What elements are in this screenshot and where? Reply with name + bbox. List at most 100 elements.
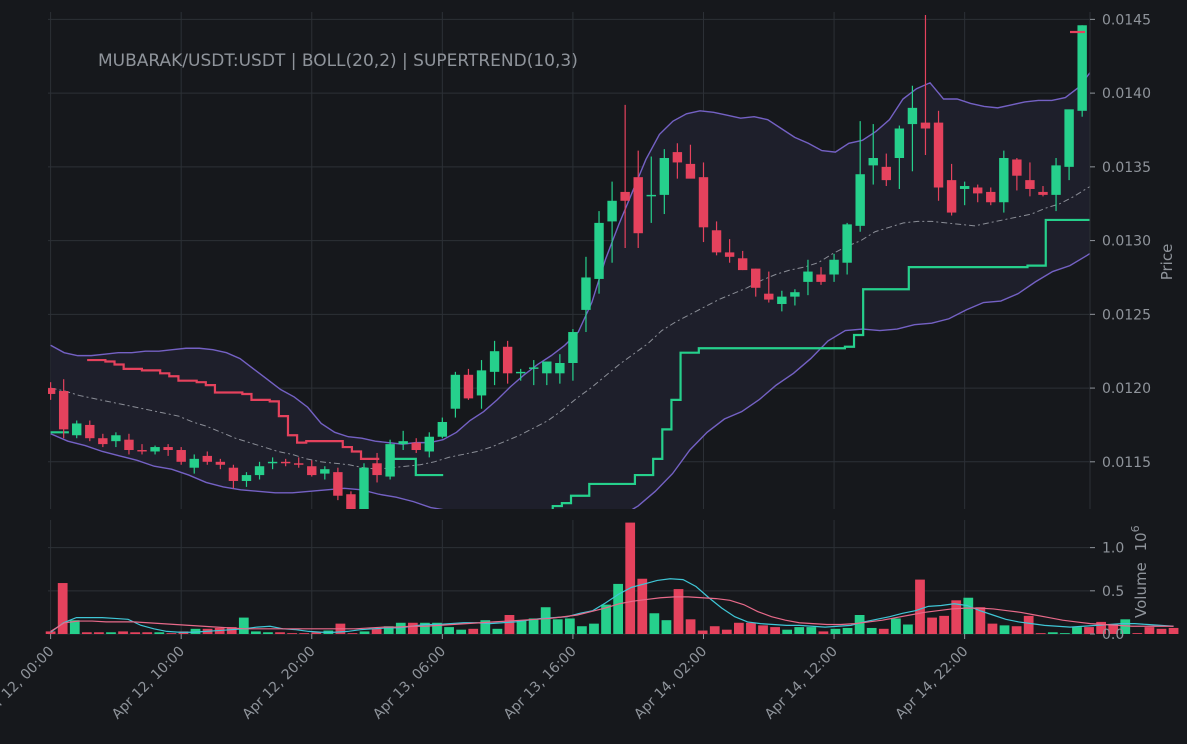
candle-body [1091,37,1100,118]
candle-body [85,424,95,439]
volume-bar [69,620,80,634]
candle-body [320,469,330,474]
candle-body [450,374,461,409]
volume-bar [637,578,648,634]
candle-body [476,370,487,396]
candle-body [633,177,643,234]
candle-body [646,194,656,197]
volume-bar [842,627,853,634]
volume-axis-multiplier: 10 [1132,532,1150,551]
volume-bar [806,627,817,634]
volume-bar [951,600,962,634]
volume-ma-lines [50,578,1174,633]
candle-body [698,177,709,228]
supertrend-segment [551,218,1090,509]
price-axis-label: Price [1158,244,1176,281]
candle-body [137,450,147,452]
volume-bar [371,628,382,634]
candle-body [254,466,265,476]
candle-body [163,447,173,451]
candle-body [1012,159,1022,176]
volume-bar [854,615,865,634]
bollinger-fill [50,72,1090,509]
candle-body [359,467,369,509]
volume-bar [890,618,901,634]
price-tick-label: 0.0145 [1102,12,1151,28]
volume-bar [673,589,684,634]
candle-body [542,361,552,374]
price-tick-label: 0.0130 [1102,234,1151,250]
supertrend-line [50,218,1090,509]
volume-bar [601,604,611,634]
candle-body [372,463,382,476]
candle-body [1051,165,1061,195]
volume-bar [1096,621,1106,634]
volume-bar [1156,628,1167,634]
volume-bar [504,615,515,634]
candle-body [515,371,526,374]
time-tick-label: Apr 12, 20:00 [240,644,319,723]
volume-bar [721,629,732,634]
candle-body [346,494,356,509]
volume-bar [866,627,877,634]
time-tick-label: Apr 14, 12:00 [762,644,841,723]
candle-body [150,447,160,452]
time-tick-label: Apr 13, 06:00 [370,644,449,723]
volume-bar [263,632,273,634]
candle-body [398,441,408,445]
volume-bar [359,631,370,634]
volume-bar [1168,627,1179,634]
volume-bar [407,622,418,634]
candle-body [502,346,513,374]
volume-bar [275,632,285,634]
volume-bar [963,597,974,634]
candle-body [594,222,604,279]
candle-body [842,224,852,263]
time-tick-label: Apr 14, 22:00 [892,644,971,723]
volume-bar [1060,633,1070,634]
volume-bar [709,626,720,634]
volume-bar [939,615,950,634]
candle-body [1064,109,1074,167]
candle-body [58,391,69,430]
candle-body [933,122,944,188]
volume-bar [1023,615,1034,634]
price-tick-label: 0.0140 [1102,86,1151,102]
volume-bar [1072,627,1082,634]
candle-body [189,458,199,468]
candle-body [907,107,918,125]
volume-bar [456,629,467,634]
candle-body [829,259,839,275]
volume-bar [987,623,998,634]
volume-bar [468,628,479,634]
volume-ma-cyan-line [50,578,1174,633]
volume-bar [782,629,793,634]
price-tick-label: 0.0135 [1102,160,1151,176]
volume-bar [347,633,358,634]
candle-body [1117,103,1126,109]
time-tick-label: Apr 14, 02:00 [631,644,710,723]
volume-bar [118,631,128,634]
candle-body [280,461,291,464]
volume-bar [733,622,744,634]
volume-bar [238,617,249,634]
candle-body [685,163,696,179]
volume-bar [830,628,841,634]
volume-bar [758,625,768,634]
svg-text:Volume 106: Volume 106 [1129,525,1150,618]
candle-body [946,180,957,213]
volume-ma-pink-line [50,596,1174,632]
candle-body [1104,118,1113,127]
candle-body [777,296,787,305]
candle-body [555,362,565,374]
candle-body [999,158,1009,203]
volume-bar [516,620,527,634]
supertrend-segment [87,358,380,460]
volume-bar [154,632,165,634]
volume-bar [613,583,624,634]
candle-body [267,461,278,464]
volume-tick-label: 0.5 [1102,584,1124,600]
volume-axis-label: Volume 106 [1129,525,1150,618]
chart-title: MUBARAK/USDT:USDT | BOLL(20,2) | SUPERTR… [98,51,578,71]
